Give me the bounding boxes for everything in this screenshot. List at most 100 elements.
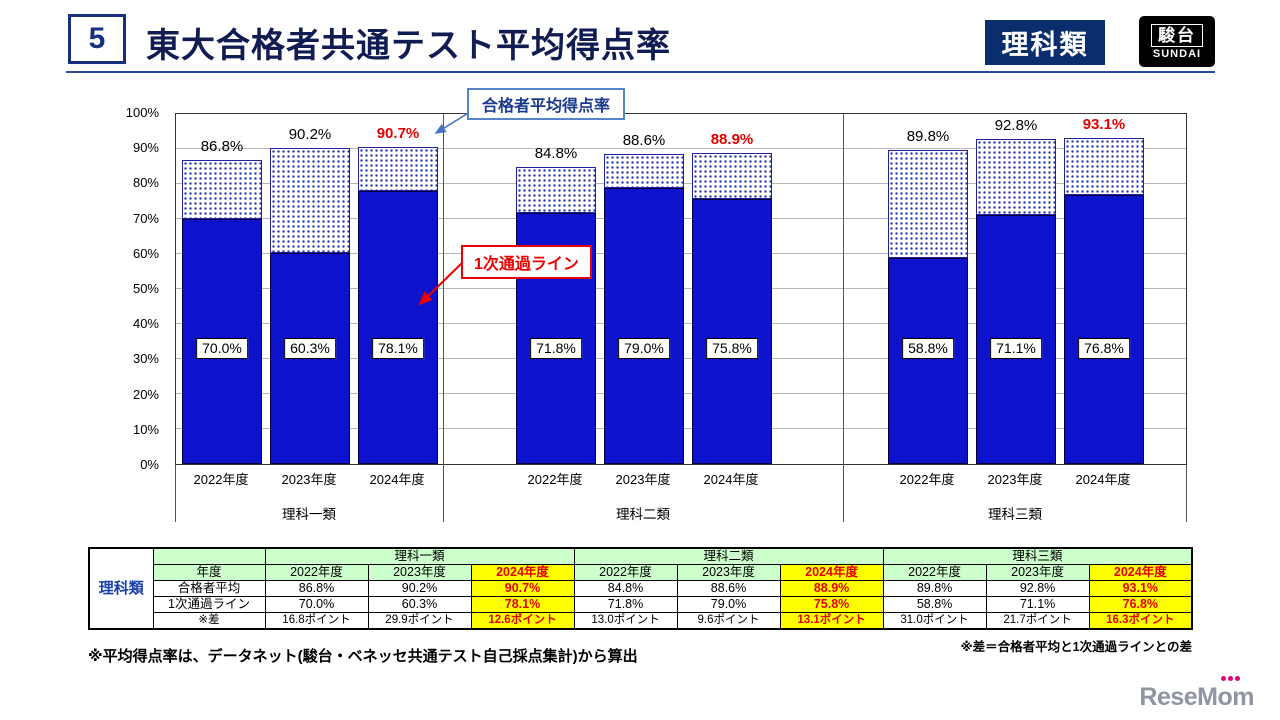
table-cell: 93.1%	[1088, 580, 1193, 597]
table-cell: 2022年度	[573, 564, 678, 581]
x-axis-label: 2024年度	[1075, 472, 1131, 487]
page-title: 東大合格者共通テスト平均得点率	[146, 27, 671, 65]
average-segment	[182, 160, 262, 219]
y-axis-tick: 70%	[132, 210, 159, 226]
group-separator	[443, 113, 444, 522]
table-cell: 2023年度	[676, 564, 781, 581]
x-axis-label: 2022年度	[527, 472, 583, 487]
pass-line-segment	[888, 258, 968, 464]
average-value-label: 92.8%	[994, 117, 1038, 135]
pass-line-segment	[604, 187, 684, 464]
pass-value-label: 76.8%	[1078, 338, 1130, 359]
x-label-group: 2022年度 2023年度 2024年度	[843, 469, 1187, 488]
x-axis-label: 2024年度	[703, 472, 759, 487]
table-row-header: 合格者平均	[152, 580, 266, 597]
pass-line-callout: 1次通過ライン	[461, 245, 592, 279]
stacked-bar: 92.8% 71.1%	[976, 114, 1056, 464]
average-value-label: 88.9%	[710, 130, 754, 148]
group-separator	[843, 113, 844, 522]
average-segment	[692, 152, 772, 199]
x-axis-label: 2023年度	[281, 472, 337, 487]
gridline	[176, 148, 1186, 149]
average-segment	[976, 139, 1056, 216]
x-axis-label: 2024年度	[369, 472, 425, 487]
table-cell: 12.6ポイント	[470, 612, 575, 630]
bar-chart: 0% 10% 20% 30% 40% 50% 60% 70% 80% 90% 100% 86.8% 7…	[126, 105, 1187, 522]
sundai-logo: 駿台 SUNDAI	[1139, 16, 1215, 67]
average-value-label: 89.8%	[906, 127, 950, 145]
table-cell: 2024年度	[1088, 564, 1193, 581]
table-cell: 21.7ポイント	[985, 612, 1090, 630]
x-axis-label: 2023年度	[615, 472, 671, 487]
difference-footnote: ※差＝合格者平均と1次通過ラインとの差	[960, 640, 1192, 654]
table-cell: 71.1%	[985, 596, 1090, 613]
y-axis-tick: 40%	[132, 316, 159, 332]
average-score-callout: 合格者平均得点率	[467, 88, 626, 120]
x-axis-label: 2023年度	[987, 472, 1043, 487]
table-cell: 86.8%	[264, 580, 369, 597]
y-axis-tick: 50%	[132, 281, 159, 296]
pass-value-label: 71.1%	[990, 338, 1042, 359]
plot-area: 86.8% 70.0% 90.2% 60.3% 90.7% 78.1% 84.8% 71.8%…	[175, 113, 1187, 465]
pass-line-segment	[1064, 195, 1144, 464]
table-cell: 13.1ポイント	[779, 612, 884, 630]
table-row-header: 年度	[152, 564, 266, 581]
table-cell: 2023年度	[985, 564, 1090, 581]
table-group-header: 理科二類	[573, 547, 884, 565]
table-cell: 2022年度	[264, 564, 369, 581]
y-axis-tick: 90%	[132, 140, 159, 156]
sundai-logo-kanji: 駿台	[1151, 23, 1203, 47]
stacked-bar: 90.7% 78.1%	[358, 114, 438, 464]
bars-layer: 86.8% 70.0% 90.2% 60.3% 90.7% 78.1% 84.8% 71.8%…	[176, 114, 1186, 464]
stacked-bar: 89.8% 58.8%	[888, 114, 968, 464]
y-axis: 0% 10% 20% 30% 40% 50% 60% 70% 80% 90% 100%	[103, 105, 165, 472]
bar-group: 84.8% 71.8% 88.6% 79.0% 88.9% 75.8%	[444, 114, 844, 464]
table-corner-cell	[152, 547, 266, 565]
average-value-label: 93.1%	[1082, 116, 1126, 134]
stacked-bar: 90.2% 60.3%	[270, 114, 350, 464]
average-value-label: 90.2%	[288, 126, 332, 144]
table-cell: 71.8%	[573, 596, 678, 613]
y-axis-tick: 0%	[140, 457, 159, 472]
x-axis-label: 2022年度	[193, 472, 249, 487]
table-cell: 90.2%	[367, 580, 472, 597]
average-value-label: 84.8%	[534, 145, 578, 163]
table-cell: 90.7%	[470, 580, 575, 597]
stacked-bar: 88.9% 75.8%	[692, 114, 772, 464]
table-group-header: 理科一類	[264, 547, 575, 565]
sundai-logo-roman: SUNDAI	[1152, 47, 1202, 60]
table-cell: 58.8%	[882, 596, 987, 613]
table-cell: 92.8%	[985, 580, 1090, 597]
stacked-bar: 93.1% 76.8%	[1064, 114, 1144, 464]
y-axis-tick: 20%	[132, 386, 159, 402]
table-cell: 13.0ポイント	[573, 612, 678, 630]
table-cell: 88.6%	[676, 580, 781, 597]
average-segment	[1064, 138, 1144, 196]
table-cell: 16.8ポイント	[264, 612, 369, 630]
pass-value-label: 70.0%	[196, 338, 248, 359]
table-cell: 89.8%	[882, 580, 987, 597]
table-cell: 76.8%	[1088, 596, 1193, 613]
table-category-label: 理科類	[88, 547, 154, 630]
average-value-label: 90.7%	[376, 124, 420, 142]
pass-value-label: 60.3%	[284, 338, 336, 359]
table-cell: 29.9ポイント	[367, 612, 472, 630]
stacked-bar: 88.6% 79.0%	[604, 114, 684, 464]
y-axis-tick: 30%	[132, 351, 159, 367]
pass-line-segment	[270, 252, 350, 464]
table-cell: 2024年度	[779, 564, 884, 581]
table-cell: 78.1%	[470, 596, 575, 613]
pass-line-segment	[692, 198, 772, 464]
bar-group: 86.8% 70.0% 90.2% 60.3% 90.7% 78.1%	[176, 114, 444, 464]
table-row-header: ※差	[152, 612, 266, 630]
average-segment	[516, 167, 596, 213]
table-cell: 9.6ポイント	[676, 612, 781, 630]
table-cell: 79.0%	[676, 596, 781, 613]
table-cell: 70.0%	[264, 596, 369, 613]
pass-value-label: 79.0%	[618, 338, 670, 359]
group-label: 理科三類	[988, 507, 1042, 522]
axis-edge-line	[1186, 465, 1187, 522]
average-segment	[604, 153, 684, 188]
y-axis-tick: 80%	[132, 175, 159, 191]
table-cell: 88.9%	[779, 580, 884, 597]
